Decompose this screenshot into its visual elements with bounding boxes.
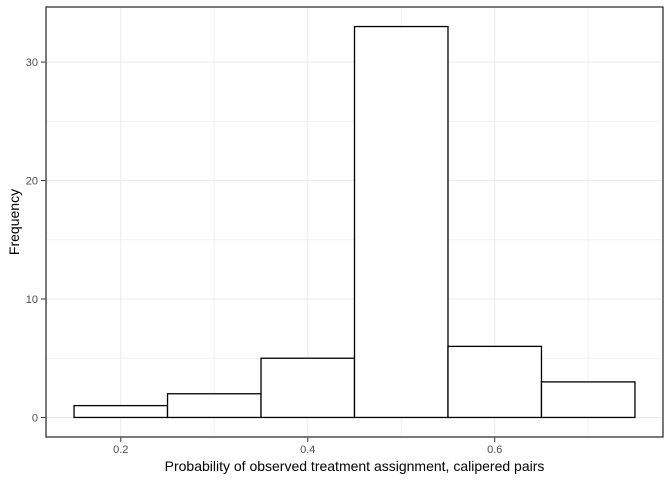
y-axis-title: Frequency (6, 188, 22, 256)
x-axis-title: Probability of observed treatment assign… (164, 458, 545, 474)
y-tick-label: 0 (32, 412, 38, 424)
histogram-bar (447, 345, 543, 419)
histogram-bar (540, 381, 636, 419)
x-tick-label: 0.4 (300, 444, 315, 456)
y-tick-label: 20 (26, 176, 38, 188)
panel-border (45, 6, 664, 438)
y-tick-label: 10 (26, 294, 38, 306)
histogram-bar (260, 357, 356, 419)
histogram-bar (353, 25, 449, 419)
x-tick-label: 0.6 (487, 444, 502, 456)
y-tick-label: 30 (26, 57, 38, 69)
histogram-bar (73, 404, 169, 419)
histogram-bar (166, 393, 262, 419)
x-tick-label: 0.2 (113, 444, 128, 456)
